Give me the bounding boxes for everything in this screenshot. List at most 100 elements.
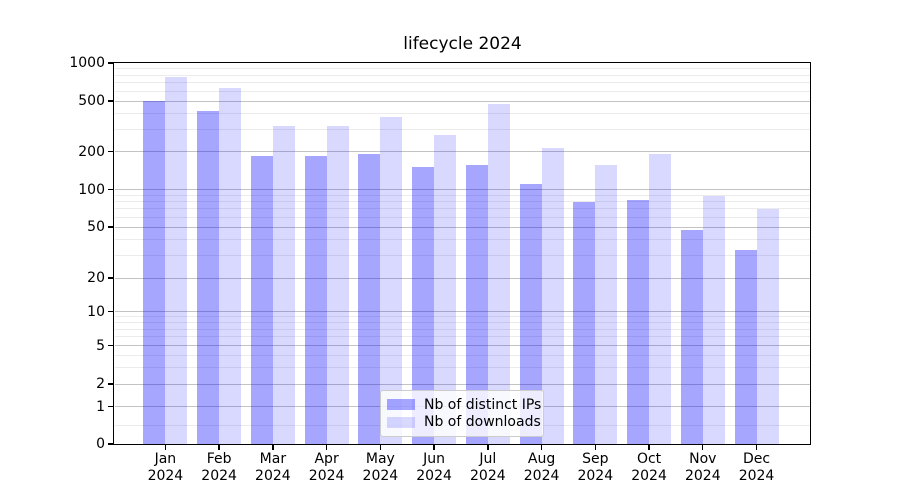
- bar: [541, 148, 564, 444]
- bar: [304, 156, 327, 444]
- bar: [197, 111, 220, 444]
- bar: [756, 208, 779, 444]
- gridline-minor: [115, 366, 810, 368]
- y-tick-label: 20: [87, 270, 105, 286]
- y-tick-label: 200: [78, 143, 105, 160]
- bar: [627, 200, 650, 444]
- bar: [680, 230, 703, 444]
- x-tick-mark: [218, 444, 220, 450]
- bar: [595, 164, 618, 444]
- bar: [165, 76, 188, 444]
- gridline-minor: [115, 90, 810, 92]
- gridline-minor: [115, 208, 810, 210]
- y-tick-label: 1000: [69, 55, 105, 71]
- x-tick-mark: [648, 444, 650, 450]
- bar: [573, 201, 596, 444]
- bar: [358, 153, 381, 444]
- gridline-major: [115, 383, 810, 385]
- gridline-minor: [115, 322, 810, 324]
- gridline-minor: [115, 74, 810, 76]
- x-tick-label: Mar 2024: [255, 451, 291, 484]
- y-tick-label: 50: [87, 219, 105, 235]
- y-tick-label: 500: [78, 93, 105, 109]
- y-tick-label: 0: [96, 436, 105, 452]
- x-tick-label: Nov 2024: [684, 451, 721, 484]
- bar: [219, 87, 242, 444]
- x-tick-mark: [325, 444, 328, 450]
- x-tick-label: Feb 2024: [201, 451, 237, 484]
- x-tick-label: Oct 2024: [631, 451, 667, 484]
- gridline-minor: [115, 328, 810, 330]
- y-tick-mark: [108, 443, 114, 445]
- x-tick-mark: [702, 444, 704, 450]
- bar: [649, 153, 672, 444]
- gridline-major: [115, 311, 810, 313]
- y-tick-label: 2: [96, 376, 105, 392]
- bar: [465, 165, 488, 444]
- bar: [702, 196, 725, 444]
- x-tick-label: Aug 2024: [523, 451, 560, 484]
- bar: [143, 101, 166, 444]
- y-tick-label: 100: [78, 181, 105, 198]
- y-tick-mark: [108, 226, 114, 228]
- gridline-minor: [115, 336, 810, 338]
- x-tick-label: Jun 2024: [416, 451, 452, 484]
- y-tick-mark: [108, 277, 114, 279]
- x-tick-label: Apr 2024: [308, 451, 345, 484]
- x-tick-mark: [487, 444, 489, 450]
- y-tick-mark: [108, 311, 114, 313]
- gridline-minor: [115, 201, 810, 203]
- gridline-major: [115, 277, 810, 279]
- x-tick-label: Jan 2024: [147, 451, 184, 484]
- gridline-major: [115, 345, 810, 347]
- gridline-minor: [115, 216, 810, 218]
- x-tick-mark: [755, 444, 758, 450]
- legend-label: Nb of downloads: [424, 414, 541, 431]
- y-tick-mark: [108, 188, 114, 191]
- gridline-minor: [115, 82, 810, 84]
- legend-row: Nb of downloads: [387, 414, 541, 430]
- bar: [272, 126, 295, 444]
- bar: [434, 134, 457, 444]
- gridline-major: [115, 100, 810, 102]
- gridline-major: [115, 226, 810, 228]
- legend: Nb of distinct IPs Nb of downloads: [380, 390, 544, 437]
- legend-swatch-icon: [387, 399, 415, 411]
- y-tick-mark: [108, 383, 114, 385]
- legend-row: Nb of distinct IPs: [387, 397, 541, 413]
- x-tick-mark: [540, 444, 543, 450]
- bar: [380, 116, 403, 444]
- bar: [487, 104, 510, 444]
- legend-swatch-icon: [387, 416, 415, 428]
- bar: [734, 250, 757, 444]
- gridline-minor: [115, 112, 810, 114]
- legend-label: Nb of distinct IPs: [424, 396, 542, 413]
- y-tick-mark: [108, 151, 114, 153]
- bar: [250, 155, 273, 444]
- bar: [412, 167, 435, 444]
- x-tick-mark: [164, 444, 167, 450]
- gridline-minor: [115, 194, 810, 196]
- y-tick-label: 5: [96, 337, 105, 354]
- x-tick-label: Sep 2024: [577, 451, 614, 484]
- y-tick-mark: [108, 100, 114, 102]
- bar: [326, 125, 349, 444]
- gridline-major: [115, 189, 810, 190]
- x-tick-mark: [433, 444, 435, 450]
- x-tick-mark: [272, 444, 274, 450]
- y-tick-mark: [108, 62, 114, 64]
- x-tick-label: Dec 2024: [738, 451, 775, 484]
- x-tick-label: May 2024: [362, 451, 399, 484]
- x-tick-mark: [594, 444, 596, 450]
- gridline-minor: [115, 128, 810, 130]
- gridline-minor: [115, 254, 810, 256]
- gridline-major: [115, 151, 810, 153]
- gridline-minor: [115, 68, 810, 70]
- y-tick-label: 10: [87, 303, 105, 320]
- chart-title: lifecycle 2024: [403, 34, 522, 54]
- gridline-minor: [115, 316, 810, 318]
- y-tick-mark: [108, 406, 114, 408]
- gridline-minor: [115, 354, 810, 356]
- x-tick-label: Jul 2024: [470, 451, 506, 484]
